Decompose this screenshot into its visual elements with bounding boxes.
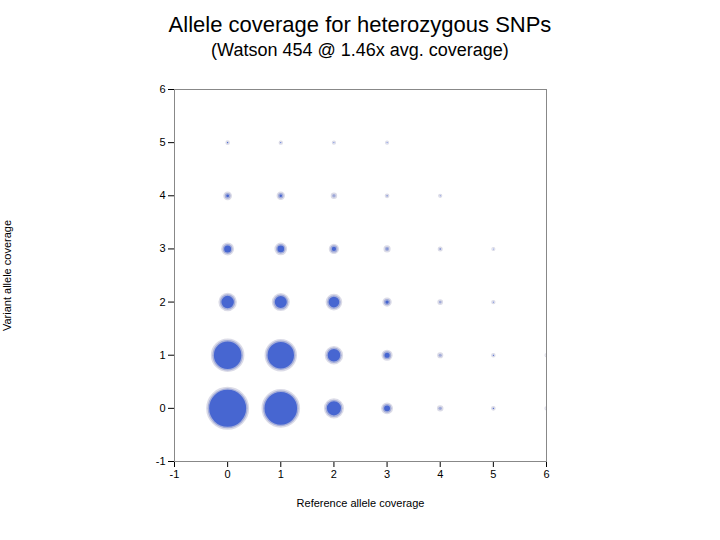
svg-text:4: 4 xyxy=(437,468,443,480)
svg-text:3: 3 xyxy=(384,468,390,480)
svg-text:2: 2 xyxy=(331,468,337,480)
svg-text:2: 2 xyxy=(159,296,165,308)
html-text:Allele coverage for heterozygo: Allele coverage for heterozygous SNPs xyxy=(168,12,552,37)
svg-text:1: 1 xyxy=(159,349,165,361)
svg-text:-1: -1 xyxy=(170,468,180,480)
svg-text:0: 0 xyxy=(159,402,165,414)
svg-text:0: 0 xyxy=(225,468,231,480)
svg-text:6: 6 xyxy=(159,83,165,95)
html-text:(Watson 454 @ 1.46x avg. cover: (Watson 454 @ 1.46x avg. coverage) xyxy=(211,40,509,60)
svg-text:4: 4 xyxy=(159,189,165,201)
svg-text:Reference allele coverage: Reference allele coverage xyxy=(297,497,425,509)
svg-text:5: 5 xyxy=(159,136,165,148)
svg-text:1: 1 xyxy=(278,468,284,480)
svg-text:Variant allele coverage: Variant allele coverage xyxy=(1,220,13,331)
svg-text:3: 3 xyxy=(159,242,165,254)
svg-text:5: 5 xyxy=(490,468,496,480)
svg-text:-1: -1 xyxy=(156,455,166,467)
svg-text:6: 6 xyxy=(543,468,549,480)
